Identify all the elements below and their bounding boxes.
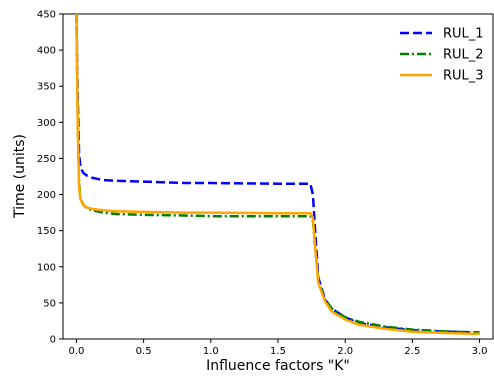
y-tick-label: 150 [37,226,56,237]
legend-label: RUL_2 [443,48,484,63]
x-tick-label: 0.5 [136,346,152,357]
x-tick-label: 1.5 [270,346,286,357]
y-tick-label: 100 [37,262,56,273]
series-line-rul-3 [75,13,480,336]
y-tick-label: 200 [37,190,56,201]
x-tick-label: 2.0 [337,346,353,357]
y-tick-label: 250 [37,154,56,165]
legend-label: RUL_1 [443,27,484,42]
y-axis-ticks: 0 50 100 150 200 250 300 350 400 450 [37,10,63,346]
y-axis-label: Time (units) [12,134,28,219]
x-tick-label: 2.5 [404,346,420,357]
x-tick-label: 3.0 [472,346,488,357]
y-tick-label: 350 [37,82,56,93]
series-layer [75,13,480,336]
x-axis-label: Influence factors "K" [206,358,350,374]
y-tick-label: 0 [50,335,56,346]
x-axis-ticks: 0.0 0.5 1.0 1.5 2.0 2.5 3.0 [68,339,488,357]
y-tick-label: 450 [37,10,56,21]
series-line-rul-2 [75,13,480,334]
legend-label: RUL_3 [443,69,484,84]
plot-area-frame [62,13,494,340]
y-tick-label: 50 [43,298,56,309]
x-tick-label: 1.0 [203,346,219,357]
y-tick-label: 400 [37,46,56,57]
y-tick-label: 300 [37,118,56,129]
series-line-rul-1 [75,13,480,334]
legend: RUL_1 RUL_2 RUL_3 [400,27,484,84]
x-tick-label: 0.0 [68,346,84,357]
